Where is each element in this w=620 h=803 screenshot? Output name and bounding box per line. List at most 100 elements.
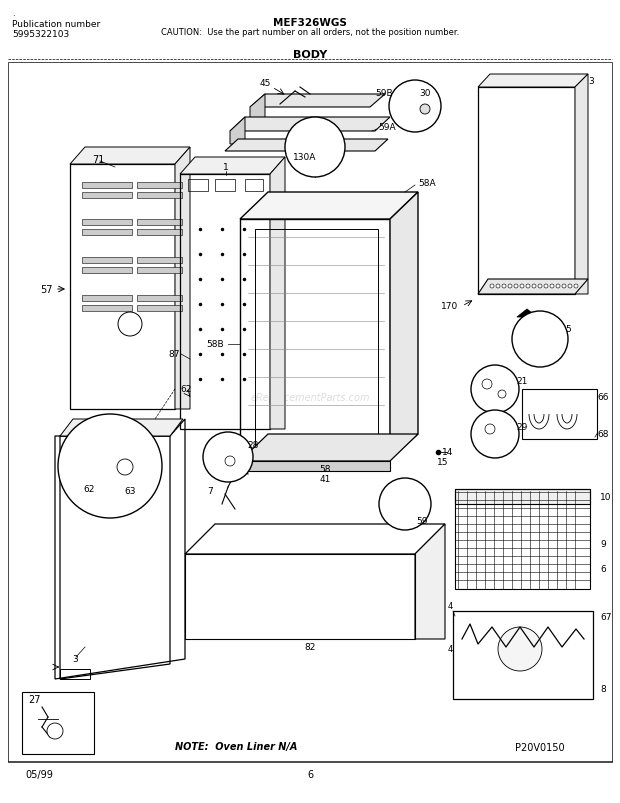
Polygon shape: [240, 462, 390, 471]
Bar: [480, 377, 510, 402]
Circle shape: [496, 284, 500, 288]
Circle shape: [389, 81, 441, 132]
Circle shape: [490, 284, 494, 288]
Text: 59: 59: [416, 517, 428, 526]
Bar: [137, 296, 182, 302]
Text: Publication number: Publication number: [12, 20, 100, 29]
Text: 6: 6: [307, 769, 313, 779]
Bar: [82, 296, 132, 302]
Circle shape: [471, 410, 519, 459]
Polygon shape: [390, 193, 418, 459]
Text: 05/99: 05/99: [25, 769, 53, 779]
Text: 59B: 59B: [375, 88, 392, 97]
Circle shape: [225, 456, 235, 467]
Circle shape: [420, 105, 430, 115]
Text: 8: 8: [600, 685, 606, 694]
Text: 1: 1: [223, 163, 229, 173]
Bar: [82, 193, 132, 199]
Bar: [455, 489, 590, 589]
Polygon shape: [415, 524, 445, 639]
Polygon shape: [240, 434, 418, 462]
Circle shape: [508, 284, 512, 288]
Text: 30: 30: [419, 88, 431, 97]
Bar: [137, 258, 182, 263]
Bar: [480, 422, 510, 446]
Text: 45: 45: [259, 79, 271, 88]
Bar: [82, 220, 132, 226]
Text: 57: 57: [40, 284, 52, 295]
Circle shape: [285, 118, 345, 177]
Polygon shape: [250, 95, 385, 108]
Circle shape: [203, 433, 253, 483]
Text: 4: 4: [448, 645, 453, 654]
Text: BODY: BODY: [293, 50, 327, 60]
Text: 58B: 58B: [206, 340, 224, 349]
Polygon shape: [455, 489, 590, 504]
Text: 7: 7: [207, 487, 213, 496]
Circle shape: [538, 284, 542, 288]
Polygon shape: [225, 140, 388, 152]
Polygon shape: [517, 310, 537, 318]
Circle shape: [117, 459, 133, 475]
Text: 3: 3: [72, 654, 78, 663]
Circle shape: [526, 284, 530, 288]
Text: NOTE:  Oven Liner N/A: NOTE: Oven Liner N/A: [175, 741, 298, 751]
Polygon shape: [60, 419, 183, 437]
Text: eReplacementParts.com: eReplacementParts.com: [250, 393, 370, 402]
Text: P20V0150: P20V0150: [515, 742, 565, 752]
Bar: [188, 180, 208, 192]
Circle shape: [550, 284, 554, 288]
Circle shape: [556, 284, 560, 288]
Circle shape: [379, 479, 431, 530]
Bar: [453, 611, 593, 699]
Circle shape: [482, 380, 492, 389]
Bar: [137, 220, 182, 226]
Text: 6: 6: [600, 565, 606, 574]
Circle shape: [568, 284, 572, 288]
Circle shape: [512, 312, 568, 368]
Text: 15: 15: [437, 458, 449, 467]
Polygon shape: [478, 279, 588, 295]
Bar: [8, 63, 612, 762]
Circle shape: [574, 284, 578, 288]
Text: 5995322103: 5995322103: [12, 30, 69, 39]
Text: MEF326WGS: MEF326WGS: [273, 18, 347, 28]
Text: 170: 170: [441, 302, 459, 311]
Text: 4: 4: [448, 601, 453, 611]
Circle shape: [532, 284, 536, 288]
Text: 10: 10: [600, 493, 611, 502]
Circle shape: [514, 284, 518, 288]
Text: CAUTION:  Use the part number on all orders, not the position number.: CAUTION: Use the part number on all orde…: [161, 28, 459, 37]
Circle shape: [502, 284, 506, 288]
Text: 68: 68: [597, 430, 609, 439]
Bar: [82, 183, 132, 189]
Circle shape: [118, 312, 142, 336]
Bar: [82, 306, 132, 312]
Circle shape: [520, 284, 524, 288]
Text: 66: 66: [597, 393, 609, 402]
Text: 5: 5: [565, 325, 571, 334]
Bar: [137, 230, 182, 236]
Text: 28: 28: [247, 441, 259, 450]
Polygon shape: [575, 75, 588, 295]
Text: 27: 27: [28, 694, 40, 704]
Bar: [82, 230, 132, 236]
Text: 87: 87: [168, 350, 180, 359]
Polygon shape: [230, 118, 390, 132]
Polygon shape: [230, 118, 245, 145]
Bar: [137, 193, 182, 199]
Bar: [82, 258, 132, 263]
Circle shape: [485, 425, 495, 434]
Circle shape: [471, 365, 519, 414]
Circle shape: [47, 723, 63, 739]
Text: 82: 82: [304, 642, 316, 652]
Bar: [215, 180, 235, 192]
Text: 62: 62: [180, 385, 192, 394]
Text: 63: 63: [124, 487, 136, 496]
Polygon shape: [250, 95, 265, 120]
Circle shape: [58, 414, 162, 519]
Bar: [82, 267, 132, 274]
Polygon shape: [478, 75, 588, 88]
Circle shape: [498, 390, 506, 398]
Bar: [137, 183, 182, 189]
